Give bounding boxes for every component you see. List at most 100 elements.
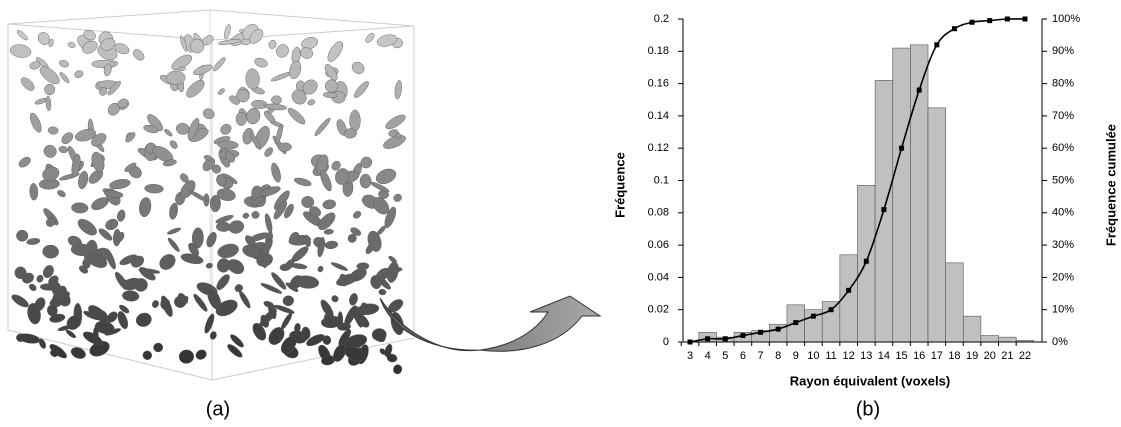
- particle: [11, 294, 29, 308]
- particle: [39, 66, 60, 85]
- particle: [122, 290, 140, 302]
- particle: [213, 197, 220, 209]
- particle: [65, 329, 76, 339]
- particle: [344, 305, 357, 327]
- y-tick-label: 0.04: [648, 271, 669, 283]
- line-marker: [740, 333, 746, 339]
- y-tick-label: 0.18: [648, 45, 669, 57]
- particle: [130, 255, 145, 268]
- particle: [206, 231, 217, 248]
- particle: [289, 231, 300, 245]
- particle: [383, 135, 406, 149]
- particle: [78, 265, 88, 274]
- particle: [142, 350, 152, 360]
- particle: [209, 331, 217, 340]
- particle: [271, 95, 282, 105]
- particle: [91, 151, 105, 173]
- particle: [20, 77, 35, 91]
- particle: [309, 206, 321, 217]
- particle: [152, 300, 159, 308]
- particle: [193, 64, 213, 76]
- particle: [61, 132, 74, 144]
- x-tick-label: 9: [793, 350, 799, 362]
- particle: [294, 275, 320, 289]
- line-marker: [863, 258, 869, 264]
- particle: [361, 302, 371, 313]
- particle: [316, 154, 329, 175]
- particle: [294, 323, 301, 333]
- x-tick-label: 19: [966, 350, 978, 362]
- particle: [71, 153, 81, 178]
- particle: [99, 87, 108, 96]
- particle: [70, 243, 91, 256]
- particle: [307, 99, 316, 106]
- particle: [251, 195, 265, 206]
- particle: [388, 255, 397, 264]
- particle: [70, 347, 86, 359]
- particle: [324, 240, 339, 250]
- particle: [16, 229, 29, 242]
- line-marker: [1022, 16, 1028, 22]
- particle: [323, 229, 334, 235]
- particle: [249, 28, 264, 44]
- particle: [45, 95, 52, 112]
- particle: [333, 344, 347, 362]
- particle: [178, 349, 195, 364]
- particle: [169, 202, 178, 220]
- x-tick-label: 17: [931, 350, 943, 362]
- y2-tick-label: 50%: [1052, 174, 1074, 186]
- particle: [193, 293, 208, 312]
- particle: [50, 349, 59, 357]
- particle: [234, 284, 243, 293]
- line-marker: [1004, 16, 1010, 22]
- bar: [980, 335, 999, 343]
- particle: [359, 173, 372, 189]
- y-tick-label: 0.02: [648, 304, 669, 316]
- particle: [122, 277, 142, 291]
- x-tick-label: 20: [984, 350, 996, 362]
- particle: [239, 290, 251, 309]
- particle: [49, 278, 64, 300]
- particle: [220, 123, 232, 135]
- particle: [16, 30, 28, 41]
- particle: [202, 108, 215, 120]
- particle: [280, 312, 293, 330]
- particle: [9, 44, 32, 58]
- particle: [324, 79, 339, 93]
- particle: [277, 142, 292, 152]
- particle: [273, 304, 295, 314]
- y2-tick-label: 100%: [1052, 13, 1080, 25]
- particle: [357, 262, 370, 271]
- particle: [282, 295, 294, 307]
- particle: [216, 174, 227, 187]
- particle: [49, 313, 66, 323]
- particle: [260, 283, 283, 294]
- particle: [83, 30, 96, 41]
- particle: [29, 183, 39, 201]
- particle: [388, 129, 399, 137]
- particle: [384, 343, 393, 358]
- particle: [224, 24, 231, 40]
- particle: [350, 227, 362, 236]
- y-tick-label: 0.2: [654, 13, 669, 25]
- particle: [331, 295, 339, 303]
- particle: [393, 364, 403, 375]
- particle: [203, 155, 213, 161]
- particle: [66, 315, 81, 330]
- particle: [365, 33, 375, 43]
- particle: [264, 103, 287, 111]
- line-marker: [916, 87, 922, 93]
- y-tick-label: 0.06: [648, 239, 669, 251]
- particle: [303, 234, 311, 248]
- particle: [44, 83, 56, 96]
- particle: [77, 218, 97, 236]
- particle: [133, 49, 145, 61]
- x-tick-label: 8: [775, 350, 781, 362]
- x-tick-label: 15: [895, 350, 907, 362]
- particle: [91, 133, 107, 147]
- particle: [67, 42, 76, 48]
- particle: [301, 37, 318, 50]
- particle: [245, 68, 260, 90]
- particle: [169, 140, 178, 149]
